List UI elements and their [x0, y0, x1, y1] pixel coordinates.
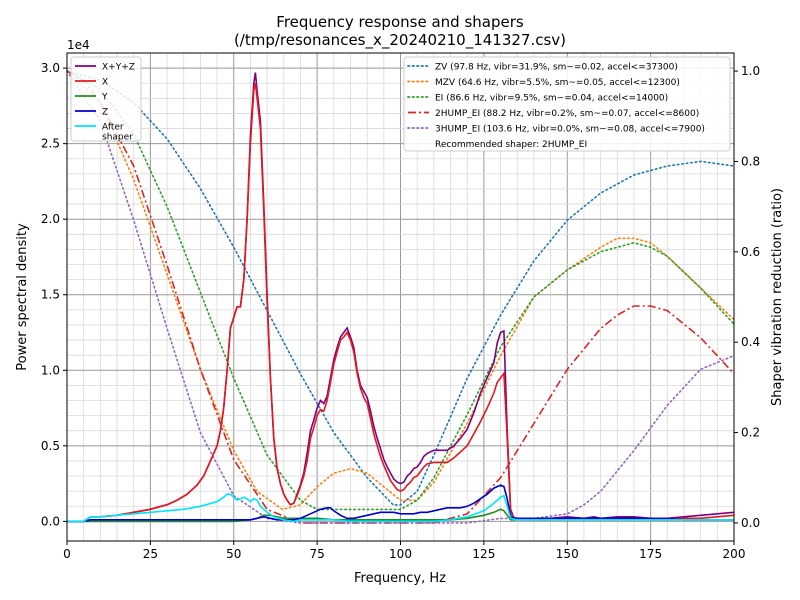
legend-label-xplusyplusz: X+Y+Z	[102, 63, 135, 73]
shaper-legend: ZV (97.8 Hz, vibr=31.9%, sm~=0.02, accel…	[403, 56, 731, 152]
y2-axis-label: Shaper vibration reduction (ratio)	[770, 188, 785, 406]
y2-tick-label: 0.2	[741, 426, 760, 440]
y-tick-label: 2.0	[41, 212, 60, 226]
y2-axis-ticks: 0.0 0.2 0.4 0.6 0.8 1.0	[734, 64, 760, 530]
y-axis-ticks: 0.0 0.5 1.0 1.5 2.0 2.5 3.0	[41, 61, 67, 528]
y2-tick-label: 0.4	[741, 335, 760, 349]
y-axis-label: Power spectral density	[15, 223, 30, 371]
psd-legend-box	[70, 56, 142, 142]
legend-label-zv: ZV (97.8 Hz, vibr=31.9%, sm~=0.02, accel…	[435, 63, 678, 73]
shaper-curves	[66, 70, 735, 524]
psd-curves	[67, 72, 735, 523]
y-tick-label: 0.5	[41, 439, 60, 453]
shaper-legend-box	[403, 56, 731, 152]
y-tick-label: 1.0	[41, 363, 60, 377]
legend-label-ei: EI (86.6 Hz, vibr=9.5%, sm~=0.04, accel<…	[435, 94, 668, 104]
y-tick-label: 3.0	[41, 61, 60, 75]
x-tick-label: 125	[472, 547, 495, 561]
x-tick-label: 175	[639, 547, 662, 561]
y2-tick-label: 0.6	[741, 245, 760, 259]
legend-label-3hump_ei: 3HUMP_EI (103.6 Hz, vibr=0.0%, sm~=0.08,…	[435, 125, 705, 135]
legend-label-y: Y	[101, 93, 108, 103]
chart-title: Frequency response and shapers	[276, 13, 524, 31]
x-axis-label: Frequency, Hz	[354, 571, 446, 586]
x-tick-label: 0	[63, 547, 71, 561]
y-exponent-label: 1e4	[67, 38, 90, 52]
y2-tick-label: 1.0	[741, 64, 760, 78]
x-tick-label: 200	[723, 547, 746, 561]
psd-curve-x	[67, 83, 735, 523]
legend-label-after: After	[102, 123, 124, 133]
legend-label-z: Z	[102, 108, 108, 118]
psd-curve-after	[67, 493, 734, 523]
x-tick-label: 50	[226, 547, 241, 561]
x-tick-label: 150	[556, 547, 579, 561]
shaper-curve-ei	[66, 70, 735, 511]
shaper-curve-3hump_ei	[66, 70, 735, 524]
y-tick-label: 1.5	[41, 288, 60, 302]
shaper-curve-mzv	[66, 70, 735, 511]
x-tick-label: 75	[309, 547, 324, 561]
psd-curve-z	[67, 484, 734, 523]
x-tick-label: 100	[389, 547, 412, 561]
psd-curve-y	[67, 508, 734, 523]
x-tick-label: 25	[143, 547, 158, 561]
y-tick-label: 0.0	[41, 514, 60, 528]
legend-label-x: X	[102, 78, 108, 88]
y2-tick-label: 0.0	[741, 516, 760, 530]
legend-label-mzv: MZV (64.6 Hz, vibr=5.5%, sm~=0.05, accel…	[435, 78, 680, 88]
recommended-shaper-note: Recommended shaper: 2HUMP_EI	[435, 140, 587, 150]
y-tick-label: 2.5	[41, 137, 60, 151]
x-axis-ticks: 0 25 50 75 100 125 150 175 200	[63, 541, 745, 561]
legend-label-2hump_ei: 2HUMP_EI (88.2 Hz, vibr=0.2%, sm~=0.07, …	[435, 109, 699, 119]
shaper-curve-zv	[66, 70, 735, 506]
chart-subtitle: (/tmp/resonances_x_20240210_141327.csv)	[234, 31, 566, 50]
y2-tick-label: 0.8	[741, 154, 760, 168]
legend-label-after: shaper	[102, 133, 133, 143]
